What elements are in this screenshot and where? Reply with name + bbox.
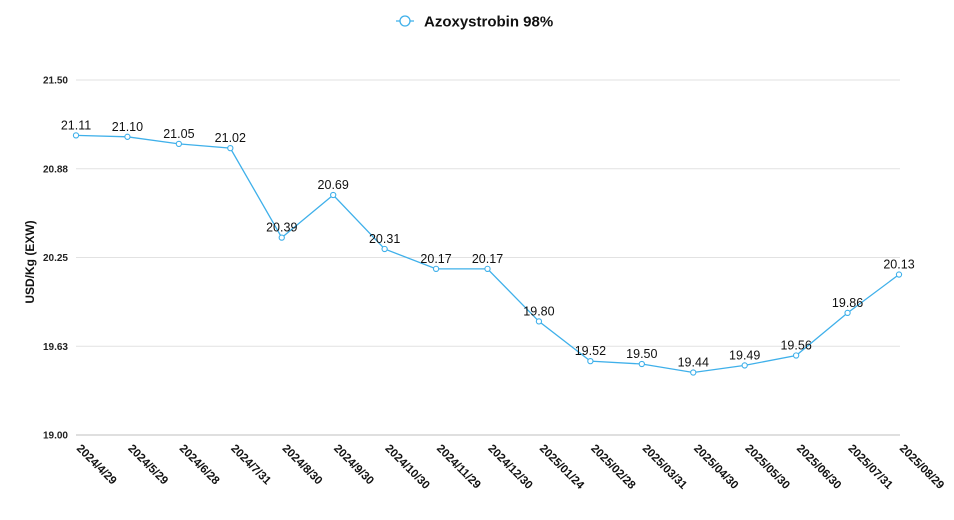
x-tick-label: 2025/07/31 <box>845 443 895 493</box>
data-point <box>72 132 80 139</box>
x-tick-label: 2025/01/24 <box>537 443 587 493</box>
data-point <box>124 133 131 140</box>
data-label: 20.13 <box>883 258 914 272</box>
data-point <box>330 191 337 199</box>
x-tick-label: 2025/04/30 <box>691 443 740 492</box>
data-label: 20.31 <box>369 232 400 246</box>
data-point <box>690 369 697 376</box>
data-point <box>792 352 800 359</box>
x-tick-label: 2024/7/31 <box>228 443 273 488</box>
x-tick-label: 2025/02/28 <box>588 443 638 493</box>
x-tick-label: 2024/10/30 <box>383 443 432 492</box>
data-label: 19.80 <box>523 304 554 318</box>
data-label: 19.49 <box>729 348 760 362</box>
data-label: 21.02 <box>215 131 246 145</box>
data-label: 19.50 <box>626 347 657 361</box>
data-label: 19.56 <box>780 338 811 352</box>
data-point <box>227 145 234 152</box>
x-tick-label: 2024/5/29 <box>125 443 170 488</box>
data-label: 20.69 <box>318 178 349 192</box>
x-tick-label: 2025/06/30 <box>794 443 843 492</box>
data-label: 20.17 <box>420 252 451 266</box>
y-tick-label: 21.50 <box>43 76 68 87</box>
data-point <box>638 360 645 368</box>
data-point <box>278 234 285 241</box>
data-point <box>484 265 491 273</box>
y-axis-title: USD/Kg (EXW) <box>23 220 37 303</box>
y-tick-label: 20.88 <box>43 164 68 175</box>
data-label: 19.86 <box>832 296 863 310</box>
data-point <box>381 245 388 253</box>
data-label: 21.10 <box>112 120 143 134</box>
data-point <box>535 318 543 325</box>
data-label: 20.17 <box>472 252 503 266</box>
x-tick-label: 2024/8/30 <box>280 443 325 488</box>
y-tick-label: 20.25 <box>43 253 68 264</box>
x-tick-label: 2024/9/30 <box>331 443 376 488</box>
legend-point-marker <box>399 15 411 27</box>
data-label: 20.39 <box>266 221 297 235</box>
data-label: 19.52 <box>575 344 606 358</box>
x-tick-label: 2025/03/31 <box>640 443 690 493</box>
y-tick-label: 19.63 <box>43 342 68 353</box>
x-tick-label: 2024/4/29 <box>74 443 119 488</box>
data-label: 21.11 <box>61 118 91 132</box>
data-point <box>895 271 903 278</box>
x-tick-label: 2025/05/30 <box>743 443 792 492</box>
x-tick-label: 2024/12/30 <box>485 443 534 492</box>
x-tick-label: 2024/6/28 <box>177 443 222 488</box>
y-tick-label: 19.00 <box>43 431 68 442</box>
data-point <box>587 358 594 365</box>
data-label: 21.05 <box>163 127 194 141</box>
legend: Azoxystrobin 98% <box>396 14 553 31</box>
data-point <box>432 265 440 273</box>
data-point <box>175 140 183 148</box>
data-label: 19.44 <box>678 356 709 370</box>
x-tick-label: 2024/11/29 <box>434 443 483 492</box>
legend-label: Azoxystrobin 98% <box>424 14 553 31</box>
x-tick-label: 2025/08/29 <box>897 443 946 492</box>
data-point <box>741 362 748 369</box>
data-point <box>844 309 851 317</box>
